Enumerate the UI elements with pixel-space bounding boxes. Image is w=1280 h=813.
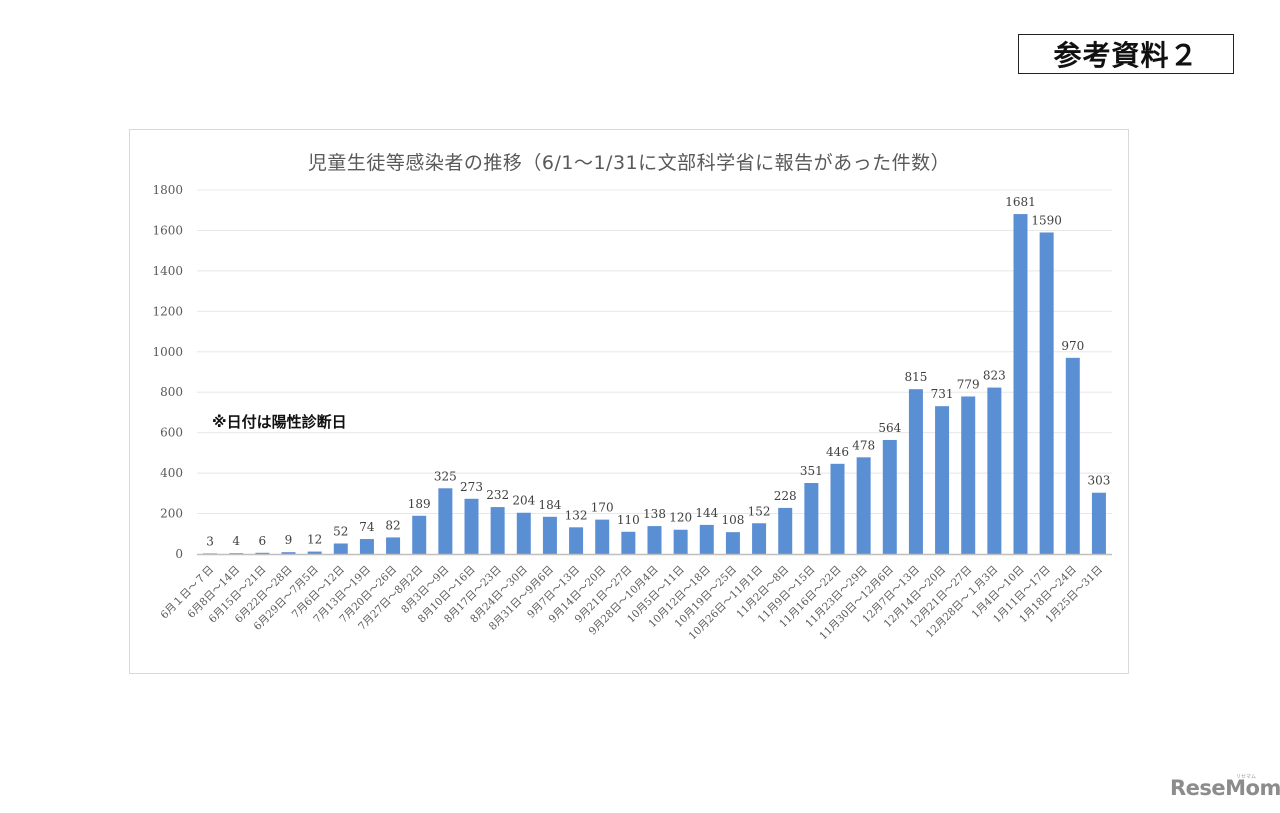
data-label: 12	[307, 533, 322, 547]
bar	[464, 498, 479, 554]
y-tick-label: 1000	[152, 345, 183, 359]
chart-note: ※日付は陽性診断日	[212, 413, 347, 431]
data-label: 108	[721, 513, 744, 527]
resemom-logo: ReseMom	[1170, 776, 1280, 800]
bar	[856, 457, 871, 554]
bar	[778, 507, 793, 554]
data-label: 303	[1087, 474, 1110, 488]
data-label: 74	[359, 520, 375, 534]
chart-title: 児童生徒等感染者の推移（6/1～1/31に文部科学省に報告があった件数）	[307, 152, 951, 174]
data-label: 232	[486, 488, 509, 502]
data-label: 9	[285, 533, 293, 547]
bar	[699, 524, 714, 554]
bar	[595, 519, 610, 554]
data-label: 152	[748, 504, 771, 518]
y-axis-ticks: 0 200 400 600 800 1000 1200 1400 1600 1800	[152, 183, 183, 561]
bar	[1091, 492, 1106, 554]
data-label: 1681	[1005, 195, 1036, 209]
y-tick-label: 0	[175, 547, 183, 561]
bar	[490, 507, 505, 554]
bar	[307, 551, 322, 554]
bar	[333, 543, 348, 554]
data-label: 564	[878, 421, 901, 435]
data-label: 273	[460, 480, 483, 494]
data-label: 815	[904, 370, 927, 384]
data-label: 204	[512, 494, 535, 508]
bar	[281, 552, 296, 554]
data-label: 6	[259, 534, 267, 548]
bar	[516, 512, 531, 554]
data-label: 970	[1061, 339, 1084, 353]
data-label: 170	[591, 501, 614, 515]
data-label: 351	[800, 464, 823, 478]
data-label: 184	[538, 498, 561, 512]
gridlines	[197, 189, 1112, 515]
data-label: 325	[434, 469, 457, 483]
data-label: 478	[852, 438, 875, 452]
data-label: 132	[565, 508, 588, 522]
bar	[987, 387, 1002, 554]
bar	[882, 439, 897, 554]
y-tick-label: 600	[160, 426, 183, 440]
y-tick-label: 800	[160, 385, 183, 399]
data-label: 446	[826, 445, 849, 459]
bars	[203, 214, 1106, 554]
bar	[438, 488, 453, 554]
data-label: 228	[774, 489, 797, 503]
y-tick-label: 1800	[152, 183, 183, 197]
y-tick-label: 1400	[152, 264, 183, 278]
bar	[1013, 214, 1028, 554]
data-label: 110	[617, 513, 640, 527]
bar	[961, 396, 976, 554]
data-label: 823	[983, 369, 1006, 383]
resemom-logo-sub: リセマム	[1236, 774, 1257, 780]
bar	[725, 532, 740, 554]
bar	[935, 406, 950, 554]
bar	[542, 516, 557, 554]
data-label: 138	[643, 507, 666, 521]
bar	[386, 537, 401, 554]
bar	[752, 523, 767, 554]
y-tick-label: 1200	[152, 304, 183, 318]
bar	[647, 526, 662, 554]
data-label: 3	[206, 534, 214, 548]
data-label: 1590	[1031, 213, 1062, 227]
x-axis-labels: 6月１日～７日6月8日～14日6月15日～21日6月22日～28日6月29日～7…	[158, 564, 1105, 643]
bar	[1065, 357, 1080, 554]
y-tick-label: 400	[160, 466, 183, 480]
data-label: 144	[695, 506, 718, 520]
bar	[229, 553, 244, 554]
bar	[621, 531, 636, 554]
bar	[1039, 232, 1054, 554]
y-tick-label: 200	[160, 507, 183, 521]
y-tick-label: 1600	[152, 223, 183, 237]
data-label: 52	[333, 524, 348, 538]
bar	[203, 553, 218, 554]
bar	[830, 463, 845, 554]
data-label: 4	[232, 534, 240, 548]
bar	[359, 539, 374, 554]
data-label: 779	[957, 377, 980, 391]
bar	[673, 529, 688, 554]
data-label: 189	[408, 497, 431, 511]
data-label: 82	[385, 518, 400, 532]
bar	[569, 527, 584, 554]
bar	[255, 552, 270, 554]
bar	[908, 389, 923, 554]
data-label: 731	[931, 387, 954, 401]
reference-material-label: 参考資料２	[1018, 34, 1234, 74]
bar	[804, 483, 819, 554]
bar	[412, 515, 427, 554]
data-label: 120	[669, 511, 692, 525]
